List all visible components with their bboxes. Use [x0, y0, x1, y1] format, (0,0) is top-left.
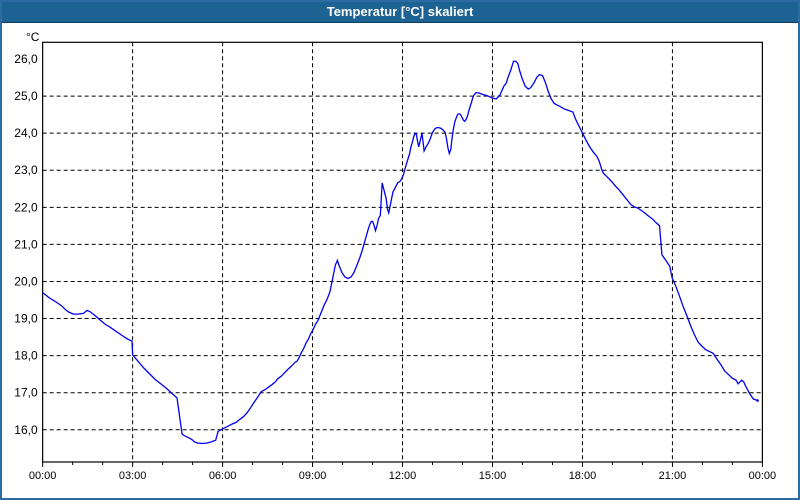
svg-text:00:00: 00:00 [29, 470, 57, 482]
svg-text:00:00: 00:00 [749, 470, 777, 482]
svg-text:24,0: 24,0 [14, 126, 38, 140]
svg-text:06:00: 06:00 [209, 470, 237, 482]
svg-text:25,0: 25,0 [14, 89, 38, 103]
svg-text:°C: °C [26, 30, 40, 44]
svg-text:21:00: 21:00 [659, 470, 687, 482]
svg-text:17,0: 17,0 [14, 386, 38, 400]
svg-text:15:00: 15:00 [479, 470, 507, 482]
svg-text:21,0: 21,0 [14, 237, 38, 251]
svg-text:03:00: 03:00 [119, 470, 147, 482]
svg-text:26,0: 26,0 [14, 52, 38, 66]
svg-text:18:00: 18:00 [569, 470, 597, 482]
svg-text:23,0: 23,0 [14, 163, 38, 177]
svg-text:12:00: 12:00 [389, 470, 417, 482]
svg-text:22,0: 22,0 [14, 200, 38, 214]
svg-text:09:00: 09:00 [299, 470, 327, 482]
svg-text:16,0: 16,0 [14, 423, 38, 437]
svg-text:18,0: 18,0 [14, 349, 38, 363]
svg-text:19,0: 19,0 [14, 312, 38, 326]
svg-text:20,0: 20,0 [14, 274, 38, 288]
